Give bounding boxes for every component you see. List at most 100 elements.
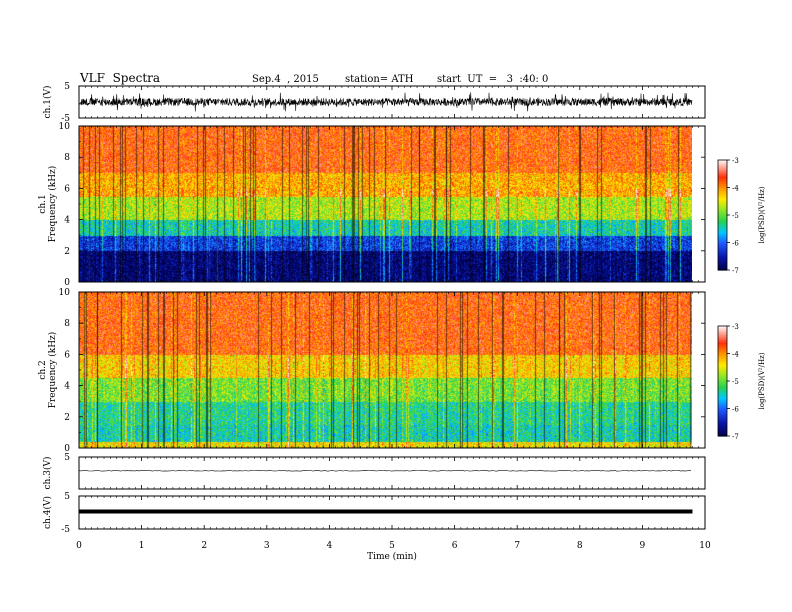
colorbar-cell: [718, 434, 727, 437]
colorbar-cell: [718, 200, 727, 203]
colorbar-cell: [718, 193, 727, 196]
colorbar-cell: [718, 373, 727, 377]
colorbar-tick-label: -3: [732, 157, 739, 165]
colorbar-cell: [718, 408, 727, 411]
colorbar-cell: [718, 344, 727, 347]
colorbar-cell: [718, 246, 727, 249]
colorbar-cell: [718, 426, 727, 430]
y-tick-label: 4: [64, 216, 70, 226]
y-tick-label: -5: [61, 525, 70, 535]
spectrogram-ch2: [79, 292, 692, 448]
x-tick-label: 4: [327, 541, 333, 551]
colorbar-cell: [718, 178, 727, 181]
colorbar-tick-label: -4: [732, 351, 739, 359]
colorbar-cell: [718, 180, 727, 183]
colorbar-cell: [718, 377, 727, 380]
colorbar-cell: [718, 337, 727, 340]
y-axis-label: ch.3(V): [42, 457, 53, 490]
colorbar-cell: [718, 229, 727, 233]
y-tick-label: 6: [64, 350, 70, 360]
colorbar-cell: [718, 393, 727, 397]
colorbar-cell: [718, 399, 727, 402]
colorbar-cell: [718, 381, 727, 384]
waveform-ch1: [78, 92, 693, 112]
colorbar-cell: [718, 255, 727, 258]
colorbar-cell: [718, 403, 727, 406]
y-tick-label: 5: [64, 453, 70, 463]
colorbar-cell: [718, 364, 727, 367]
y-tick-label: 0: [64, 444, 70, 454]
colorbar-cell: [718, 382, 727, 386]
colorbar-cell: [718, 257, 727, 260]
colorbar-cell: [718, 216, 727, 220]
x-tick-label: 6: [452, 541, 458, 551]
colorbar-cell: [718, 163, 727, 167]
colorbar-cell: [718, 404, 727, 408]
plot-title: VLF Spectra: [80, 71, 161, 85]
x-tick-label: 1: [139, 541, 145, 551]
colorbar-cell: [718, 362, 727, 366]
colorbar-cell: [718, 428, 727, 432]
colorbar-cell: [718, 224, 727, 227]
colorbar-cell: [718, 368, 727, 371]
colorbar-cell: [718, 244, 727, 247]
colorbar-cell: [718, 423, 727, 426]
colorbar-cell: [718, 421, 727, 424]
colorbar-cell: [718, 161, 727, 165]
colorbar-cell: [718, 240, 727, 244]
colorbar-cell: [718, 187, 727, 190]
colorbar-cell: [718, 167, 727, 170]
station-label: station= ATH: [345, 74, 414, 85]
colorbar-cell: [718, 353, 727, 356]
colorbar-cell: [718, 333, 727, 336]
colorbar-cell: [718, 351, 727, 355]
colorbar-cell: [718, 417, 727, 421]
colorbar-cell: [718, 326, 727, 329]
colorbar-cell: [718, 388, 727, 391]
colorbar-cell: [718, 366, 727, 369]
y-tick-label: -5: [61, 114, 70, 124]
x-tick-label: 3: [264, 541, 270, 551]
colorbar-cell: [718, 189, 727, 192]
colorbar-cell: [718, 360, 727, 364]
y-axis-label: Frequency (kHz): [47, 332, 58, 409]
colorbar-cell: [718, 379, 727, 382]
colorbar-cell: [718, 370, 727, 373]
colorbar-cell: [718, 220, 727, 223]
colorbar-cell: [718, 329, 727, 333]
colorbar-cell: [718, 430, 727, 433]
colorbar-cell: [718, 205, 727, 209]
colorbar-cell: [718, 176, 727, 179]
colorbar-cell: [718, 335, 727, 338]
colorbar-cell: [718, 425, 727, 428]
colorbar-cell: [718, 237, 727, 240]
colorbar-cell: [718, 171, 727, 174]
y-axis-label: Frequency (kHz): [47, 166, 58, 243]
colorbar-cell: [718, 419, 727, 422]
colorbar-cell: [718, 248, 727, 251]
x-tick-label: 8: [577, 541, 583, 551]
colorbar-cell: [718, 371, 727, 375]
x-tick-label: 0: [76, 541, 82, 551]
colorbar-cell: [718, 390, 727, 393]
colorbar-cell: [718, 264, 727, 267]
colorbar-cell: [718, 174, 727, 178]
colorbar-cell: [718, 191, 727, 194]
colorbar-cell: [718, 226, 727, 229]
colorbar-cell: [718, 194, 727, 198]
colorbar-cell: [718, 349, 727, 353]
y-tick-label: 8: [64, 153, 70, 163]
colorbar-cell: [718, 359, 727, 362]
colorbar-cell: [718, 196, 727, 200]
colorbar-cell: [718, 401, 727, 404]
colorbar-cell: [718, 375, 727, 378]
colorbar-cell: [718, 183, 727, 187]
colorbar-cell: [718, 415, 727, 419]
colorbar-cell: [718, 182, 727, 185]
colorbar-cell: [718, 251, 727, 255]
colorbar-cell: [718, 397, 727, 400]
colorbar-cell: [718, 160, 727, 163]
date-label: Sep.4 , 2015: [252, 74, 319, 85]
y-tick-label: 10: [59, 288, 71, 298]
colorbar-cell: [718, 259, 727, 262]
